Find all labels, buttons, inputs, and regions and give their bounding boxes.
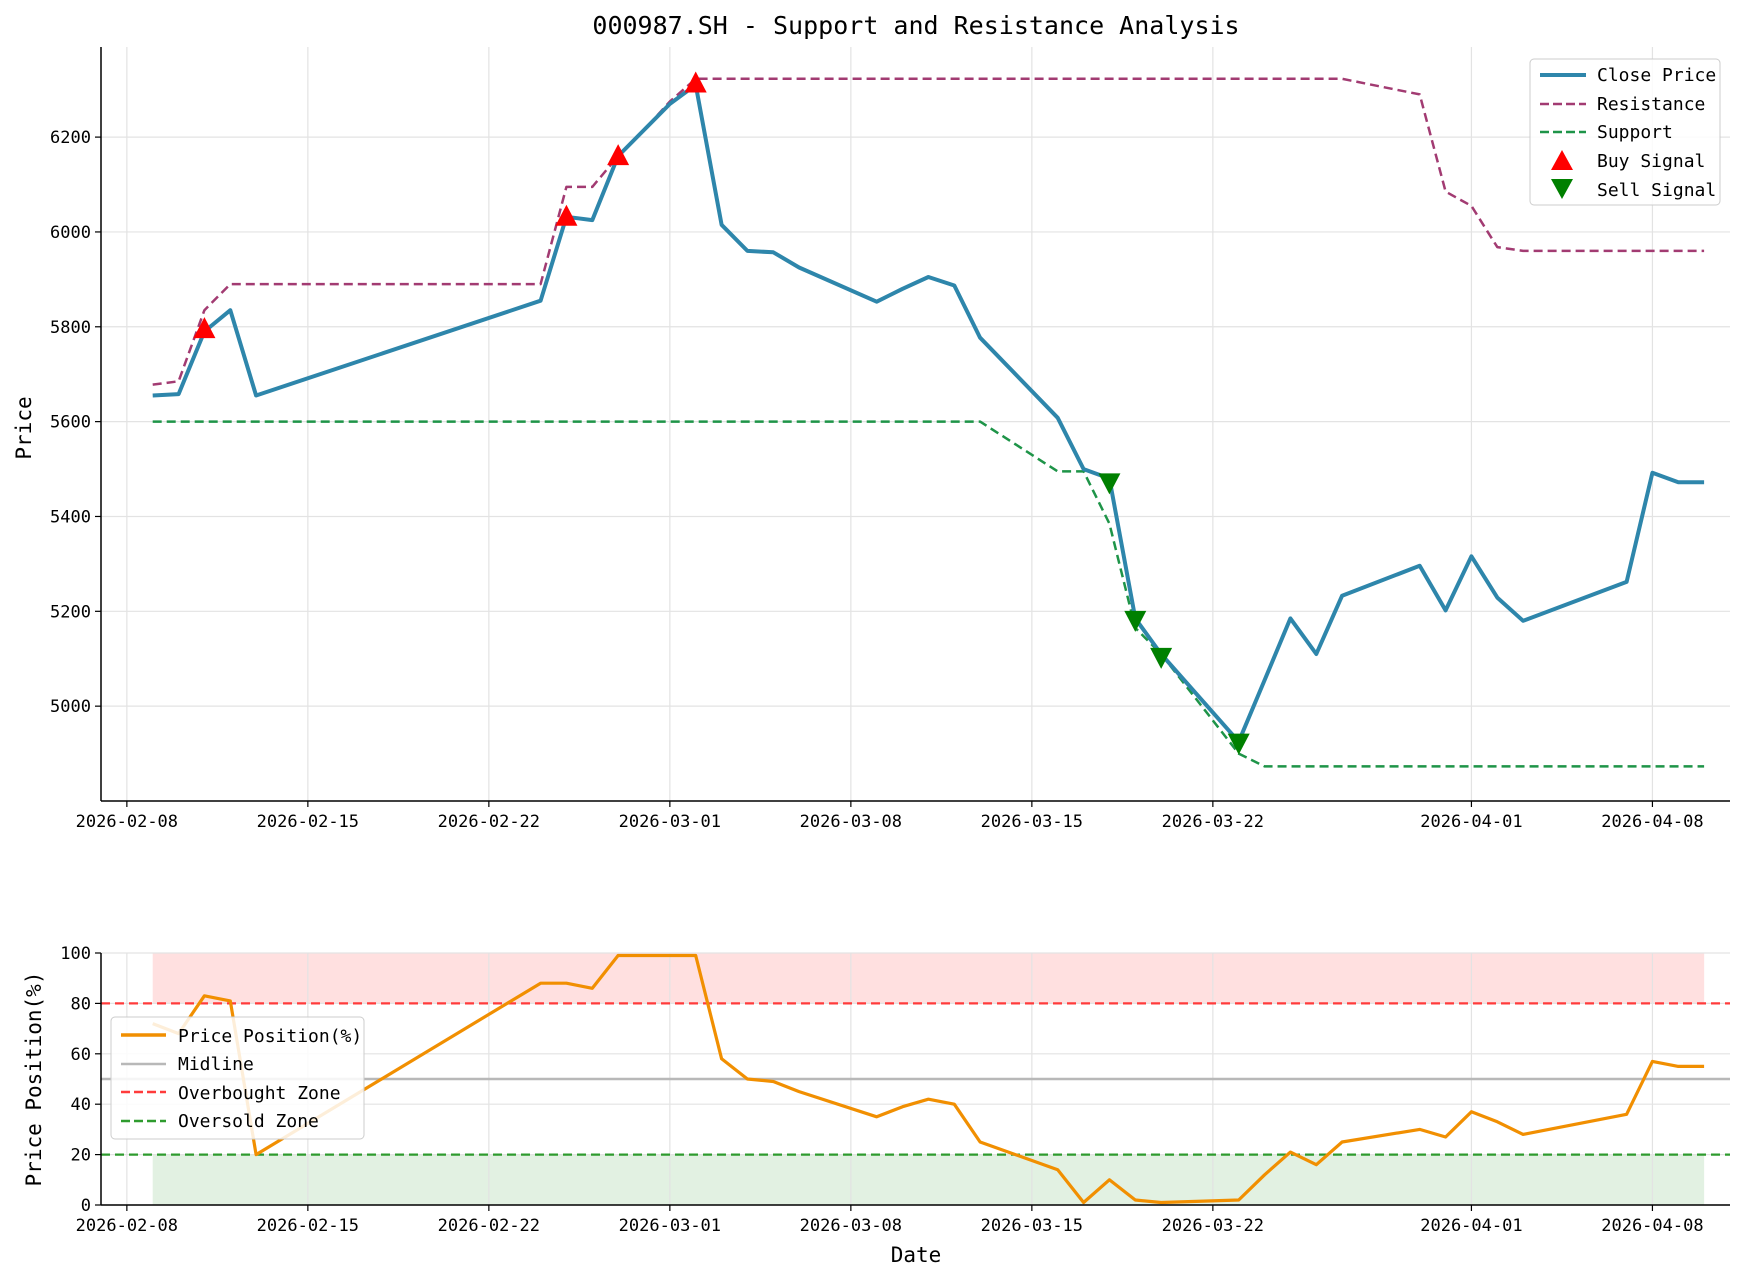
- legend-price-position-label: Price Position(%): [178, 1026, 362, 1047]
- legend-support-label: Support: [1597, 122, 1673, 143]
- price-position-line: [152, 953, 1705, 1205]
- overbought-zone-fill: [152, 953, 1705, 1004]
- position-legend-box: [110, 1016, 365, 1140]
- legend-buy-signal-label: Buy Signal: [1597, 151, 1705, 172]
- position-x-axis-label: Date: [891, 1243, 942, 1267]
- position-x-tick-label: 2026-02-08: [76, 1216, 178, 1236]
- legend-buy-signal-marker: [1551, 150, 1573, 170]
- price-x-tick-label: 2026-04-01: [1420, 812, 1522, 832]
- buy-signal-marker: [684, 71, 707, 93]
- buy-signal-marker: [607, 144, 630, 166]
- position-x-tick-label: 2026-04-01: [1420, 1216, 1522, 1236]
- position-x-axis-ticks: 2026-02-08 2026-02-15 2026-02-22 2026-03-01…: [76, 1205, 1704, 1236]
- buy-signal-marker: [193, 317, 216, 339]
- price-y-tick-label: 5400: [50, 507, 91, 527]
- price-x-axis-ticks: 2026-02-08 2026-02-15 2026-02-22 2026-03-01…: [76, 801, 1704, 832]
- sell-signal-marker: [1098, 473, 1121, 495]
- position-zones: [152, 953, 1705, 1205]
- close-price-line: [152, 82, 1705, 744]
- price-x-tick-label: 2026-03-08: [800, 812, 902, 832]
- price-series: [152, 77, 1705, 768]
- position-x-tick-label: 2026-02-22: [438, 1216, 540, 1236]
- price-y-tick-label: 5000: [50, 697, 91, 717]
- price-x-tick-label: 2026-03-22: [1162, 812, 1264, 832]
- price-legend: Close Price Resistance Support Buy Signa…: [1529, 58, 1721, 206]
- position-x-tick-label: 2026-03-22: [1162, 1216, 1264, 1236]
- buy-signal-marker: [555, 204, 578, 226]
- position-y-tick-label: 40: [71, 1095, 91, 1115]
- sell-signal-marker: [1124, 610, 1147, 632]
- oversold-zone-fill: [152, 1154, 1705, 1205]
- price-x-tick-label: 2026-03-01: [619, 812, 721, 832]
- position-y-tick-label: 80: [71, 994, 91, 1014]
- legend-oversold-label: Oversold Zone: [178, 1111, 319, 1132]
- price-y-axis-label: Price: [12, 396, 36, 459]
- position-series: [152, 953, 1705, 1205]
- chart-title: 000987.SH - Support and Resistance Analy…: [592, 11, 1239, 40]
- legend-resistance-label: Resistance: [1597, 94, 1705, 115]
- position-x-tick-label: 2026-03-15: [981, 1216, 1083, 1236]
- price-x-tick-label: 2026-02-08: [76, 812, 178, 832]
- position-legend: Price Position(%) Midline Overbought Zon…: [110, 1016, 365, 1140]
- position-x-tick-label: 2026-03-08: [800, 1216, 902, 1236]
- legend-sell-signal-label: Sell Signal: [1597, 180, 1716, 201]
- legend-overbought-label: Overbought Zone: [178, 1083, 341, 1104]
- price-y-tick-label: 5600: [50, 413, 91, 433]
- price-y-tick-label: 5800: [50, 318, 91, 338]
- sell-signal-marker: [1150, 647, 1173, 669]
- price-legend-box: [1529, 58, 1721, 206]
- legend-close-price-label: Close Price: [1597, 65, 1716, 86]
- legend-midline-label: Midline: [178, 1054, 254, 1075]
- position-y-axis-label: Price Position(%): [22, 972, 46, 1187]
- position-y-tick-label: 0: [81, 1196, 91, 1216]
- support-line: [152, 420, 1705, 768]
- price-y-tick-label: 6000: [50, 223, 91, 243]
- position-y-tick-label: 60: [71, 1045, 91, 1065]
- resistance-line: [152, 77, 1705, 386]
- legend-sell-signal-marker: [1551, 179, 1573, 199]
- price-y-tick-label: 6200: [50, 128, 91, 148]
- price-x-tick-label: 2026-04-08: [1601, 812, 1703, 832]
- sell-signal-marker: [1227, 733, 1250, 755]
- price-x-tick-label: 2026-02-15: [257, 812, 359, 832]
- position-x-tick-label: 2026-03-01: [619, 1216, 721, 1236]
- price-grid: [101, 47, 1730, 801]
- price-x-tick-label: 2026-02-22: [438, 812, 540, 832]
- price-y-tick-label: 5200: [50, 602, 91, 622]
- position-reference-lines: [101, 1002, 1730, 1156]
- position-y-axis-ticks: 0 20 40 60 80 100: [60, 944, 101, 1216]
- position-x-tick-label: 2026-04-08: [1601, 1216, 1703, 1236]
- position-y-tick-label: 100: [60, 944, 91, 964]
- position-x-tick-label: 2026-02-15: [257, 1216, 359, 1236]
- price-y-axis-ticks: 5000 5200 5400 5600 5800 6000 6200: [50, 128, 101, 717]
- position-y-tick-label: 20: [71, 1146, 91, 1166]
- price-x-tick-label: 2026-03-15: [981, 812, 1083, 832]
- signal-markers: [193, 71, 1250, 755]
